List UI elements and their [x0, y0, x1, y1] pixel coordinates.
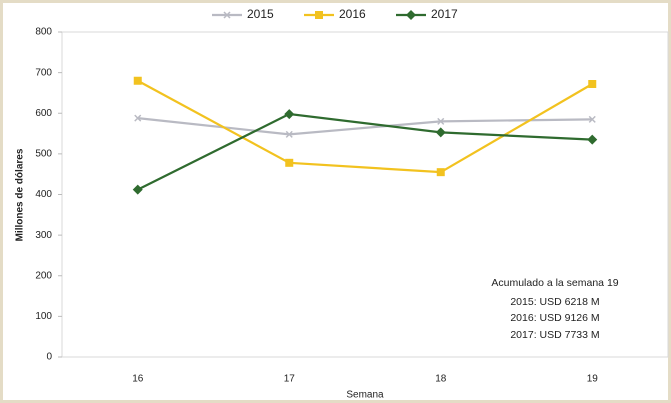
- legend-label: 2017: [431, 7, 458, 21]
- y-tick-label: 800: [35, 27, 52, 38]
- marker: [437, 117, 445, 125]
- marker: [436, 168, 445, 177]
- marker: [406, 10, 416, 20]
- x-tick-label: 16: [132, 374, 144, 385]
- x-tick-label: 18: [435, 374, 447, 385]
- legend-label: 2016: [339, 7, 366, 21]
- annotation-text: 2015: USD 6218 M: [510, 296, 599, 308]
- annotation-text: 2016: USD 9126 M: [510, 312, 599, 324]
- marker: [588, 115, 596, 123]
- x-tick-label: 17: [284, 374, 296, 385]
- series: [134, 114, 596, 138]
- line: [137, 112, 593, 191]
- x-axis-label: Semana: [346, 390, 384, 401]
- marker: [132, 184, 143, 195]
- marker: [285, 158, 294, 167]
- y-tick-label: 100: [35, 311, 52, 322]
- marker: [134, 114, 142, 122]
- legend-item: 2017: [396, 7, 458, 21]
- marker: [588, 80, 597, 88]
- series: [132, 109, 598, 195]
- marker: [285, 130, 293, 138]
- marker: [315, 11, 323, 19]
- legend-label: 2015: [247, 7, 274, 21]
- y-tick-label: 200: [35, 270, 52, 281]
- line: [137, 79, 593, 174]
- marker: [587, 134, 598, 145]
- annotation: Acumulado a la semana 19 2015: USD 6218 …: [491, 277, 618, 341]
- legend-item: 2016: [304, 7, 366, 21]
- annotation-text: 2017: USD 7733 M: [510, 329, 599, 341]
- y-tick-label: 400: [35, 189, 52, 200]
- y-tick-label: 600: [35, 108, 52, 119]
- y-tick-label: 300: [35, 230, 52, 241]
- marker: [284, 109, 295, 120]
- series: [133, 76, 597, 177]
- marker: [223, 11, 231, 19]
- y-tick-label: 0: [46, 352, 52, 363]
- legend-item: 2015: [212, 7, 274, 21]
- marker: [133, 76, 142, 85]
- y-tick-label: 500: [35, 149, 52, 160]
- x-tick-label: 19: [587, 374, 599, 385]
- marker: [435, 127, 446, 138]
- line: [137, 117, 593, 136]
- y-tick-label: 700: [35, 67, 52, 78]
- y-axis-label: Millones de dólares: [15, 148, 26, 241]
- annotation-text: Acumulado a la semana 19: [491, 277, 618, 289]
